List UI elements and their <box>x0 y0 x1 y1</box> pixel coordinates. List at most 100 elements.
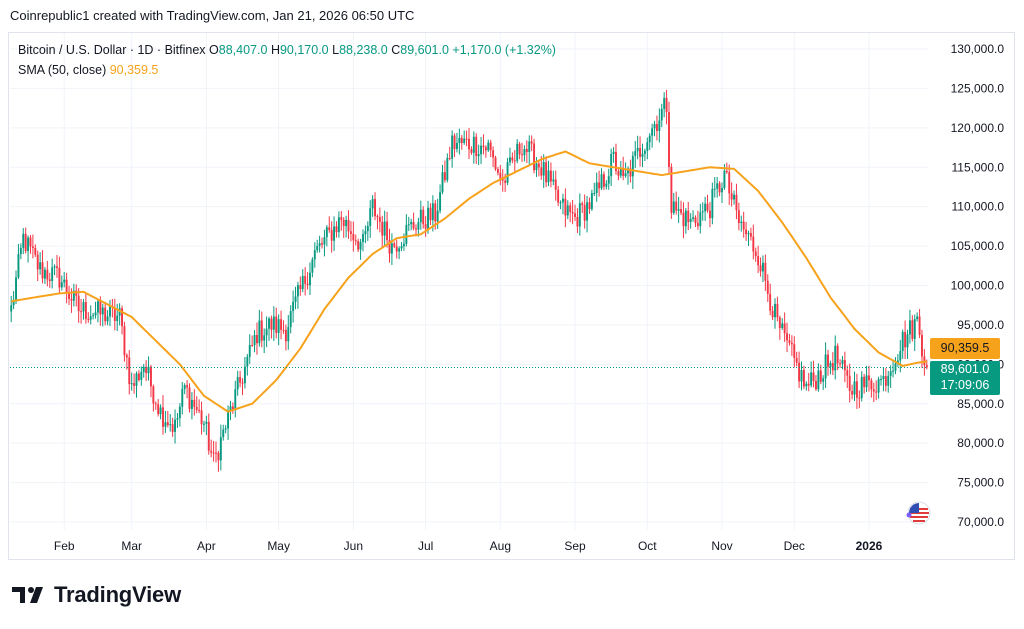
candle-body <box>333 226 336 241</box>
candle-body <box>352 233 355 241</box>
candle-body <box>793 344 796 358</box>
candle-body <box>128 357 131 385</box>
candle-body <box>774 303 776 318</box>
candle-body <box>104 307 107 322</box>
candle-body <box>321 243 323 245</box>
candle-body <box>699 212 702 227</box>
grid-lines <box>10 33 928 530</box>
candle-body <box>819 370 822 382</box>
candle-body <box>737 210 740 224</box>
candle-body <box>921 334 923 357</box>
candle-body <box>164 422 167 427</box>
candle-body <box>354 240 357 242</box>
candle-body <box>181 389 184 407</box>
candle-body <box>133 383 136 386</box>
candle-body <box>200 410 203 425</box>
candle-body <box>41 262 44 279</box>
y-tick-label: 105,000.0 <box>951 239 1005 253</box>
ohlc-row: Bitcoin / U.S. Dollar · 1D · Bitfinex O8… <box>18 40 556 60</box>
candle-body <box>282 329 285 331</box>
candle-body <box>542 162 545 176</box>
candle-body <box>566 205 569 216</box>
candle-body <box>304 276 307 284</box>
tradingview-logo[interactable]: TradingView <box>12 582 181 608</box>
candle-body <box>357 241 360 250</box>
candle-body <box>913 319 916 339</box>
us-flag-badge-icon[interactable] <box>904 499 932 527</box>
candle-body <box>557 189 560 203</box>
candle-body <box>598 182 601 189</box>
x-tick-label: Feb <box>54 539 75 553</box>
candle-body <box>810 372 813 386</box>
candle-body <box>925 365 928 368</box>
sma-row[interactable]: SMA (50, close) 90,359.5 <box>18 60 556 80</box>
candle-body <box>265 328 268 336</box>
candle-body <box>434 203 437 222</box>
candle-body <box>600 174 603 189</box>
symbol-title[interactable]: Bitcoin / U.S. Dollar · 1D · Bitfinex <box>18 43 206 57</box>
candle-body <box>159 407 162 415</box>
high-value: 90,170.0 <box>279 43 329 57</box>
candle-body <box>841 360 844 364</box>
candle-body <box>651 128 654 136</box>
candle-body <box>53 266 56 268</box>
candle-body <box>284 329 287 342</box>
candle-body <box>46 269 49 280</box>
candle-body <box>916 316 919 320</box>
candle-body <box>508 157 511 163</box>
candle-body <box>788 340 791 343</box>
candle-body <box>443 172 446 181</box>
candle-body <box>202 423 205 425</box>
candle-body <box>410 222 413 225</box>
candle-body <box>574 213 576 217</box>
candle-body <box>415 228 417 230</box>
candle-body <box>72 290 75 301</box>
candle-body <box>619 168 622 176</box>
candlesticks <box>10 89 928 472</box>
candle-body <box>684 210 687 227</box>
candle-body <box>516 143 519 161</box>
candle-body <box>668 112 670 167</box>
candle-body <box>246 356 249 367</box>
candle-body <box>219 437 222 461</box>
candle-body <box>455 142 458 149</box>
candle-body <box>157 404 160 415</box>
x-tick-label: Oct <box>638 539 657 553</box>
candle-body <box>395 246 398 252</box>
candle-body <box>716 183 719 189</box>
candle-body <box>855 381 858 398</box>
candle-body <box>711 189 714 219</box>
candle-body <box>877 379 880 393</box>
candle-body <box>130 383 133 385</box>
candle-body <box>725 170 728 173</box>
candle-body <box>325 227 328 238</box>
candle-body <box>369 208 372 226</box>
y-tick-label: 95,000.0 <box>957 318 1004 332</box>
candle-body <box>87 318 90 320</box>
candle-body <box>745 229 748 235</box>
change-value: +1,170.0 (+1.32%) <box>452 43 556 57</box>
candle-body <box>790 342 793 345</box>
candle-body <box>733 194 736 200</box>
candle-body <box>376 216 379 218</box>
candle-body <box>887 375 890 386</box>
candle-body <box>822 378 825 382</box>
candle-body <box>424 224 427 229</box>
candle-body <box>217 452 220 461</box>
candle-body <box>374 199 376 217</box>
candle-body <box>345 219 348 227</box>
candle-body <box>492 150 495 158</box>
candle-body <box>186 385 189 388</box>
candle-body <box>615 151 617 172</box>
candle-body <box>588 202 591 210</box>
x-tick-label: Aug <box>490 539 511 553</box>
candle-body <box>781 323 784 328</box>
candle-body <box>405 225 408 244</box>
candle-body <box>239 377 242 383</box>
candle-body <box>309 272 311 286</box>
candle-body <box>234 389 237 410</box>
candle-body <box>140 372 143 380</box>
candle-body <box>65 279 68 293</box>
candle-body <box>12 299 15 306</box>
